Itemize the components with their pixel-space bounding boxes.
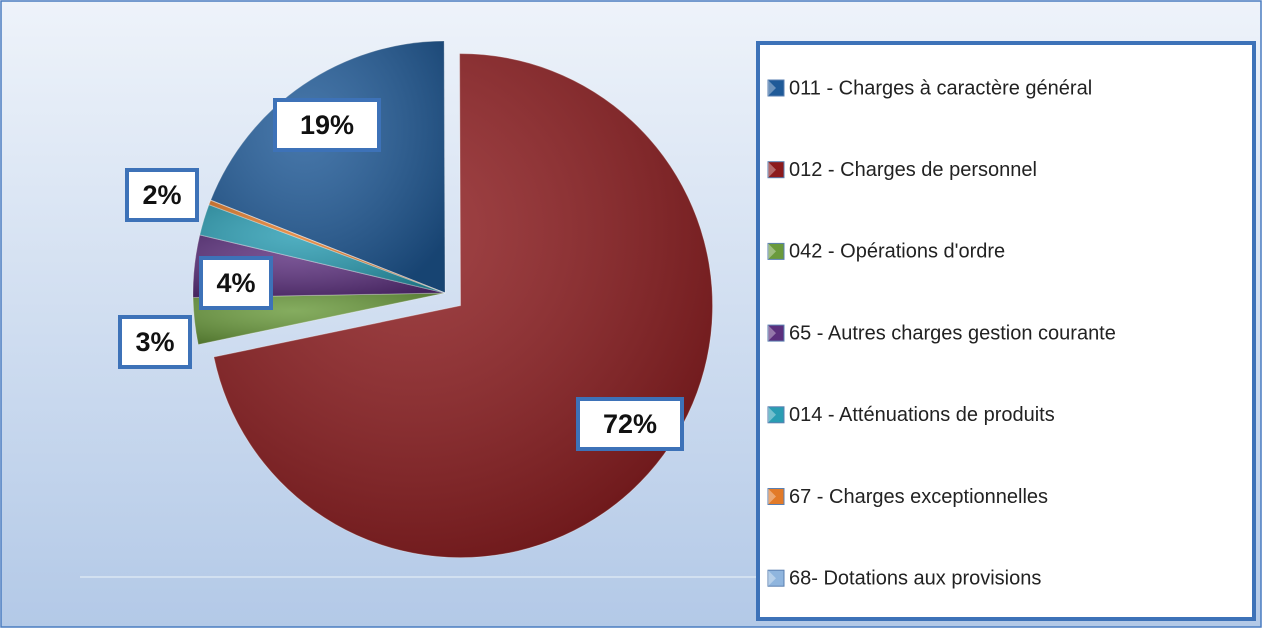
- legend-swatch-shine: [768, 243, 776, 260]
- data-label-box: [273, 98, 381, 152]
- data-label: 72%: [603, 409, 657, 439]
- data-label: 2%: [142, 180, 181, 210]
- legend-label: 68- Dotations aux provisions: [789, 567, 1041, 589]
- legend-swatch-shine: [768, 488, 776, 505]
- data-label-box: [118, 315, 192, 369]
- legend: 011 - Charges à caractère général 012 - C…: [767, 77, 1116, 589]
- legend-swatch-shine: [768, 80, 776, 96]
- legend-label: 65 - Autres charges gestion courante: [789, 322, 1116, 344]
- legend-swatch-shine: [768, 406, 776, 423]
- data-label: 3%: [135, 327, 174, 357]
- data-label: 19%: [300, 110, 354, 140]
- legend-swatch: [767, 324, 785, 342]
- legend-swatch: [767, 161, 785, 179]
- legend-swatch: [767, 79, 785, 97]
- legend-label: 011 - Charges à caractère général: [789, 77, 1092, 99]
- data-label-box: [199, 256, 273, 310]
- legend-label: 014 - Atténuations de produits: [789, 404, 1055, 426]
- legend-swatch-shine: [768, 325, 776, 342]
- legend-box: [756, 41, 1256, 621]
- data-label: 4%: [216, 268, 255, 298]
- legend-swatch: [767, 569, 785, 587]
- legend-swatch: [767, 242, 785, 260]
- legend-label: 012 - Charges de personnel: [789, 159, 1037, 181]
- legend-label: 67 - Charges exceptionnelles: [789, 486, 1048, 508]
- legend-swatch: [767, 406, 785, 424]
- legend-swatch: [767, 488, 785, 505]
- legend-swatch-shine: [768, 161, 776, 178]
- legend-label: 042 - Opérations d'ordre: [789, 241, 1005, 263]
- legend-swatch-shine: [768, 570, 776, 587]
- data-label-box: [125, 168, 199, 222]
- data-labels: 19% 72% 3% 4% 2%: [118, 98, 684, 451]
- data-label-box: [576, 397, 684, 451]
